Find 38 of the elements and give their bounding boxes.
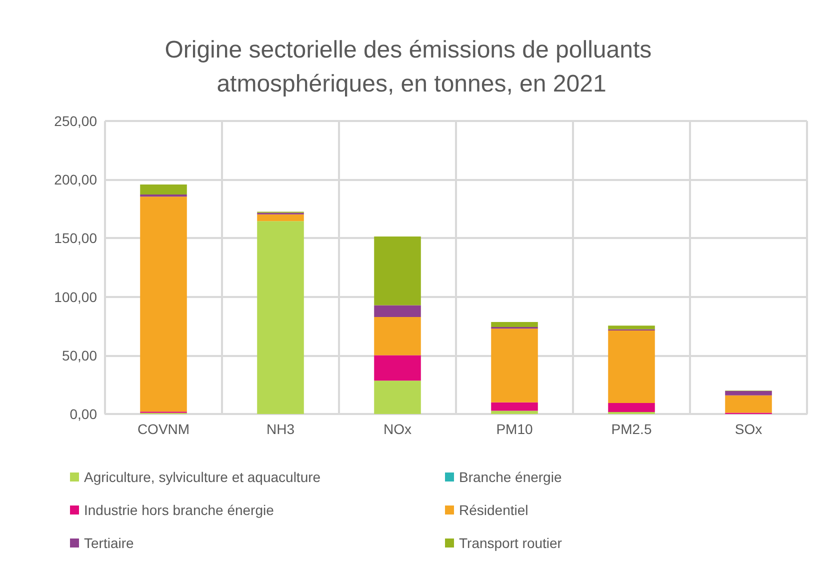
y-tick-label: 200,00: [54, 172, 98, 188]
x-tick-label: SOx: [734, 421, 762, 437]
bar: [257, 214, 304, 222]
bar: [374, 305, 421, 317]
bar: [608, 402, 655, 412]
bar: [374, 316, 421, 356]
bar: [725, 391, 772, 396]
bar: [140, 184, 187, 194]
legend-label: Transport routier: [459, 535, 562, 551]
x-tick-label: NH3: [266, 421, 295, 437]
bar: [491, 402, 538, 411]
legend-label: Agriculture, sylviculture et aquaculture: [84, 469, 321, 485]
legend-label: Industrie hors branche énergie: [84, 502, 274, 518]
bar: [140, 194, 187, 197]
legend-label: Résidentiel: [459, 502, 528, 518]
bar: [608, 326, 655, 330]
legend-label: Tertiaire: [84, 535, 134, 551]
y-tick-label: 50,00: [62, 347, 98, 364]
y-tick-label: 150,00: [54, 230, 98, 246]
y-tick-label: 0,00: [70, 406, 98, 422]
bar: [374, 236, 421, 306]
bar: [725, 395, 772, 413]
bar: [491, 322, 538, 328]
bar: [374, 355, 421, 381]
x-tick-label: COVNM: [137, 421, 190, 437]
bar: [374, 380, 421, 414]
x-tick-label: PM2.5: [611, 421, 652, 437]
legend-label: Branche énergie: [459, 469, 562, 485]
bar: [491, 328, 538, 402]
x-tick-label: NOx: [384, 421, 412, 437]
y-tick-label: 100,00: [54, 288, 98, 305]
x-tick-label: PM10: [496, 421, 533, 437]
bar: [257, 221, 304, 414]
bar: [608, 330, 655, 403]
chart-title: Origine sectorielle des émissions de polluants atmosphériques, en tonnes, en 2021: [164, 36, 658, 98]
y-tick-label: 250,00: [54, 113, 98, 129]
bar: [140, 196, 187, 412]
bar: [491, 410, 538, 414]
